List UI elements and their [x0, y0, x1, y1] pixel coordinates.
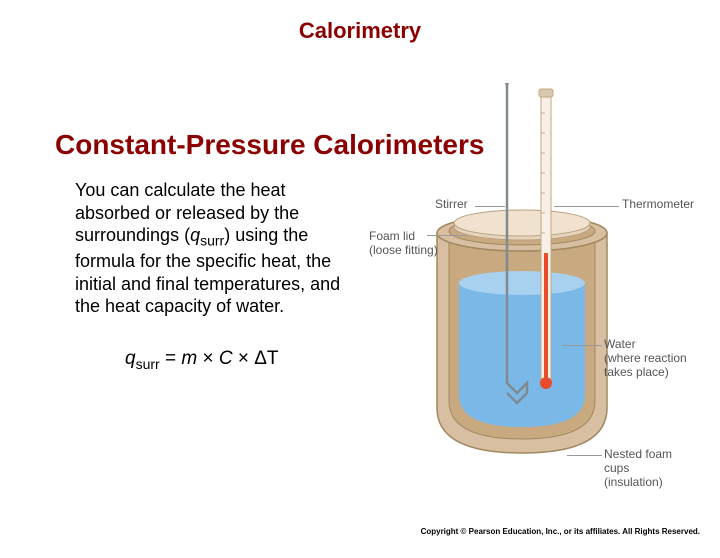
formula-m: m — [181, 348, 197, 369]
water — [459, 271, 585, 427]
formula-t1: × — [197, 348, 219, 369]
page-title: Calorimetry — [0, 18, 720, 44]
line-foam-lid — [427, 235, 467, 236]
line-water — [562, 345, 602, 346]
body-text: You can calculate the heat absorbed or r… — [75, 179, 355, 318]
formula-dt: ΔT — [254, 348, 278, 369]
line-cups — [567, 455, 602, 456]
formula-eq: = — [160, 348, 182, 369]
label-thermometer: Thermometer — [622, 198, 694, 212]
line-stirrer — [475, 206, 505, 207]
label-water: Water (where reaction takes place) — [604, 338, 687, 379]
calorimeter-svg — [367, 83, 700, 503]
label-cups: Nested foam cups (insulation) — [604, 448, 700, 489]
formula-c: C — [219, 348, 233, 369]
formula-q: q — [125, 348, 136, 369]
line-thermometer — [554, 206, 619, 207]
calorimeter-diagram: Stirrer Thermometer Foam lid (loose fitt… — [367, 83, 700, 503]
formula-surr: surr — [136, 355, 160, 371]
thermometer — [539, 89, 553, 389]
formula-t2: × — [233, 348, 255, 369]
copyright: Copyright © Pearson Education, Inc., or … — [421, 527, 700, 536]
q-var: q — [190, 225, 200, 245]
label-stirrer: Stirrer — [435, 198, 468, 212]
q-sub: surr — [200, 233, 224, 249]
foam-lid — [454, 210, 590, 240]
